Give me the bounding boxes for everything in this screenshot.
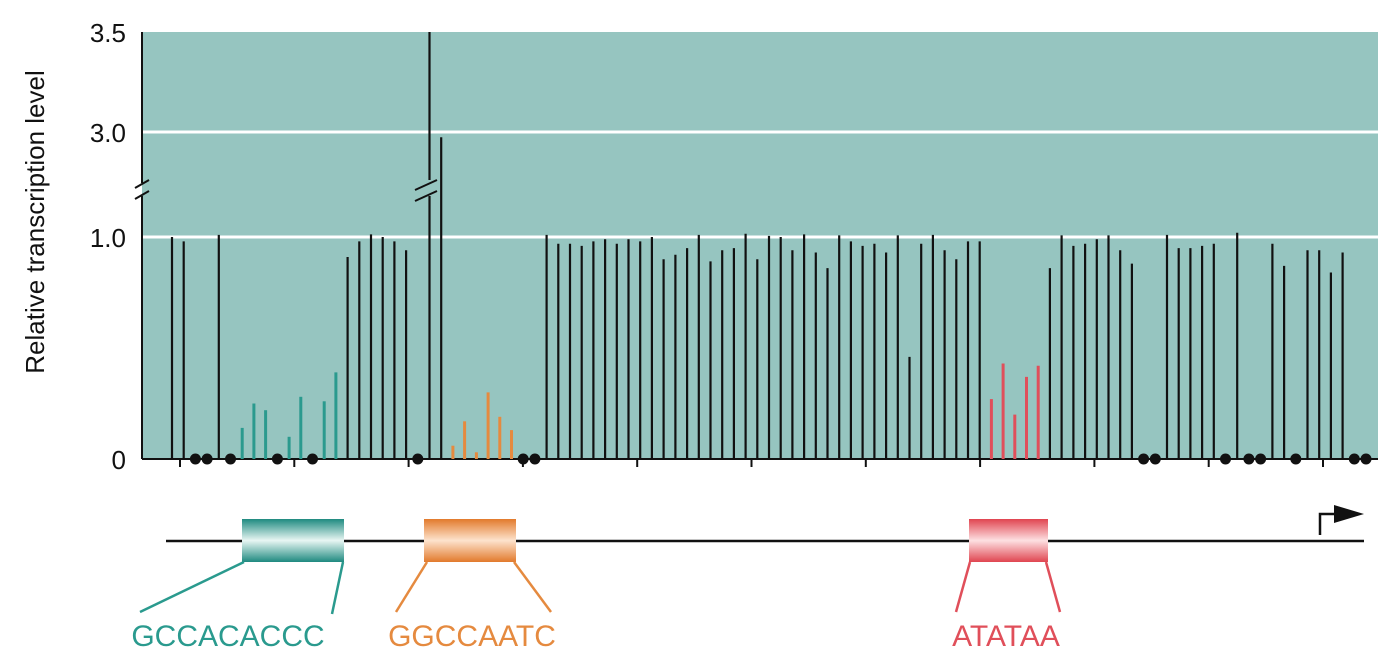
motif-box-red [969,519,1048,562]
zero-value-dot [517,453,529,465]
zero-value-dot [412,453,424,465]
zero-value-dot [1360,453,1372,465]
motif-callout-red [954,561,1062,613]
zero-value-dot [1255,453,1267,465]
y-axis-label: Relative transcription level [20,70,50,373]
zero-value-dot [1243,453,1255,465]
zero-value-dot [1138,453,1150,465]
y-tick-label: 3.5 [90,18,126,48]
zero-value-dot [1348,453,1360,465]
zero-value-dot [1290,453,1302,465]
zero-value-dot [271,453,283,465]
bar-break-mark [413,179,439,202]
zero-value-dot [225,453,236,465]
motif-box-orange [424,519,516,562]
bent-arrow-icon [1318,505,1364,535]
y-tick-label: 1.0 [90,223,126,253]
zero-value-dot [1220,453,1231,465]
bar-series [170,32,1372,465]
zero-value-dot [201,453,213,465]
y-tick-label: 0 [112,445,126,475]
plot-background [142,32,1378,459]
motif-callout-orange [394,561,553,613]
motif-callout-teal [139,560,345,615]
y-tick-label: 3.0 [90,118,126,148]
zero-value-dot [1149,453,1161,465]
motif-box-teal [242,519,344,562]
motif-label-red: ATATAA [952,620,1060,653]
zero-value-dot [189,453,201,465]
y-axis-break-mark [134,179,150,200]
zero-value-dot [307,453,318,465]
motif-label-orange: GGCCAATC [388,620,556,653]
motif-label-teal: GCCACACCC [131,620,324,653]
zero-value-dot [529,453,541,465]
